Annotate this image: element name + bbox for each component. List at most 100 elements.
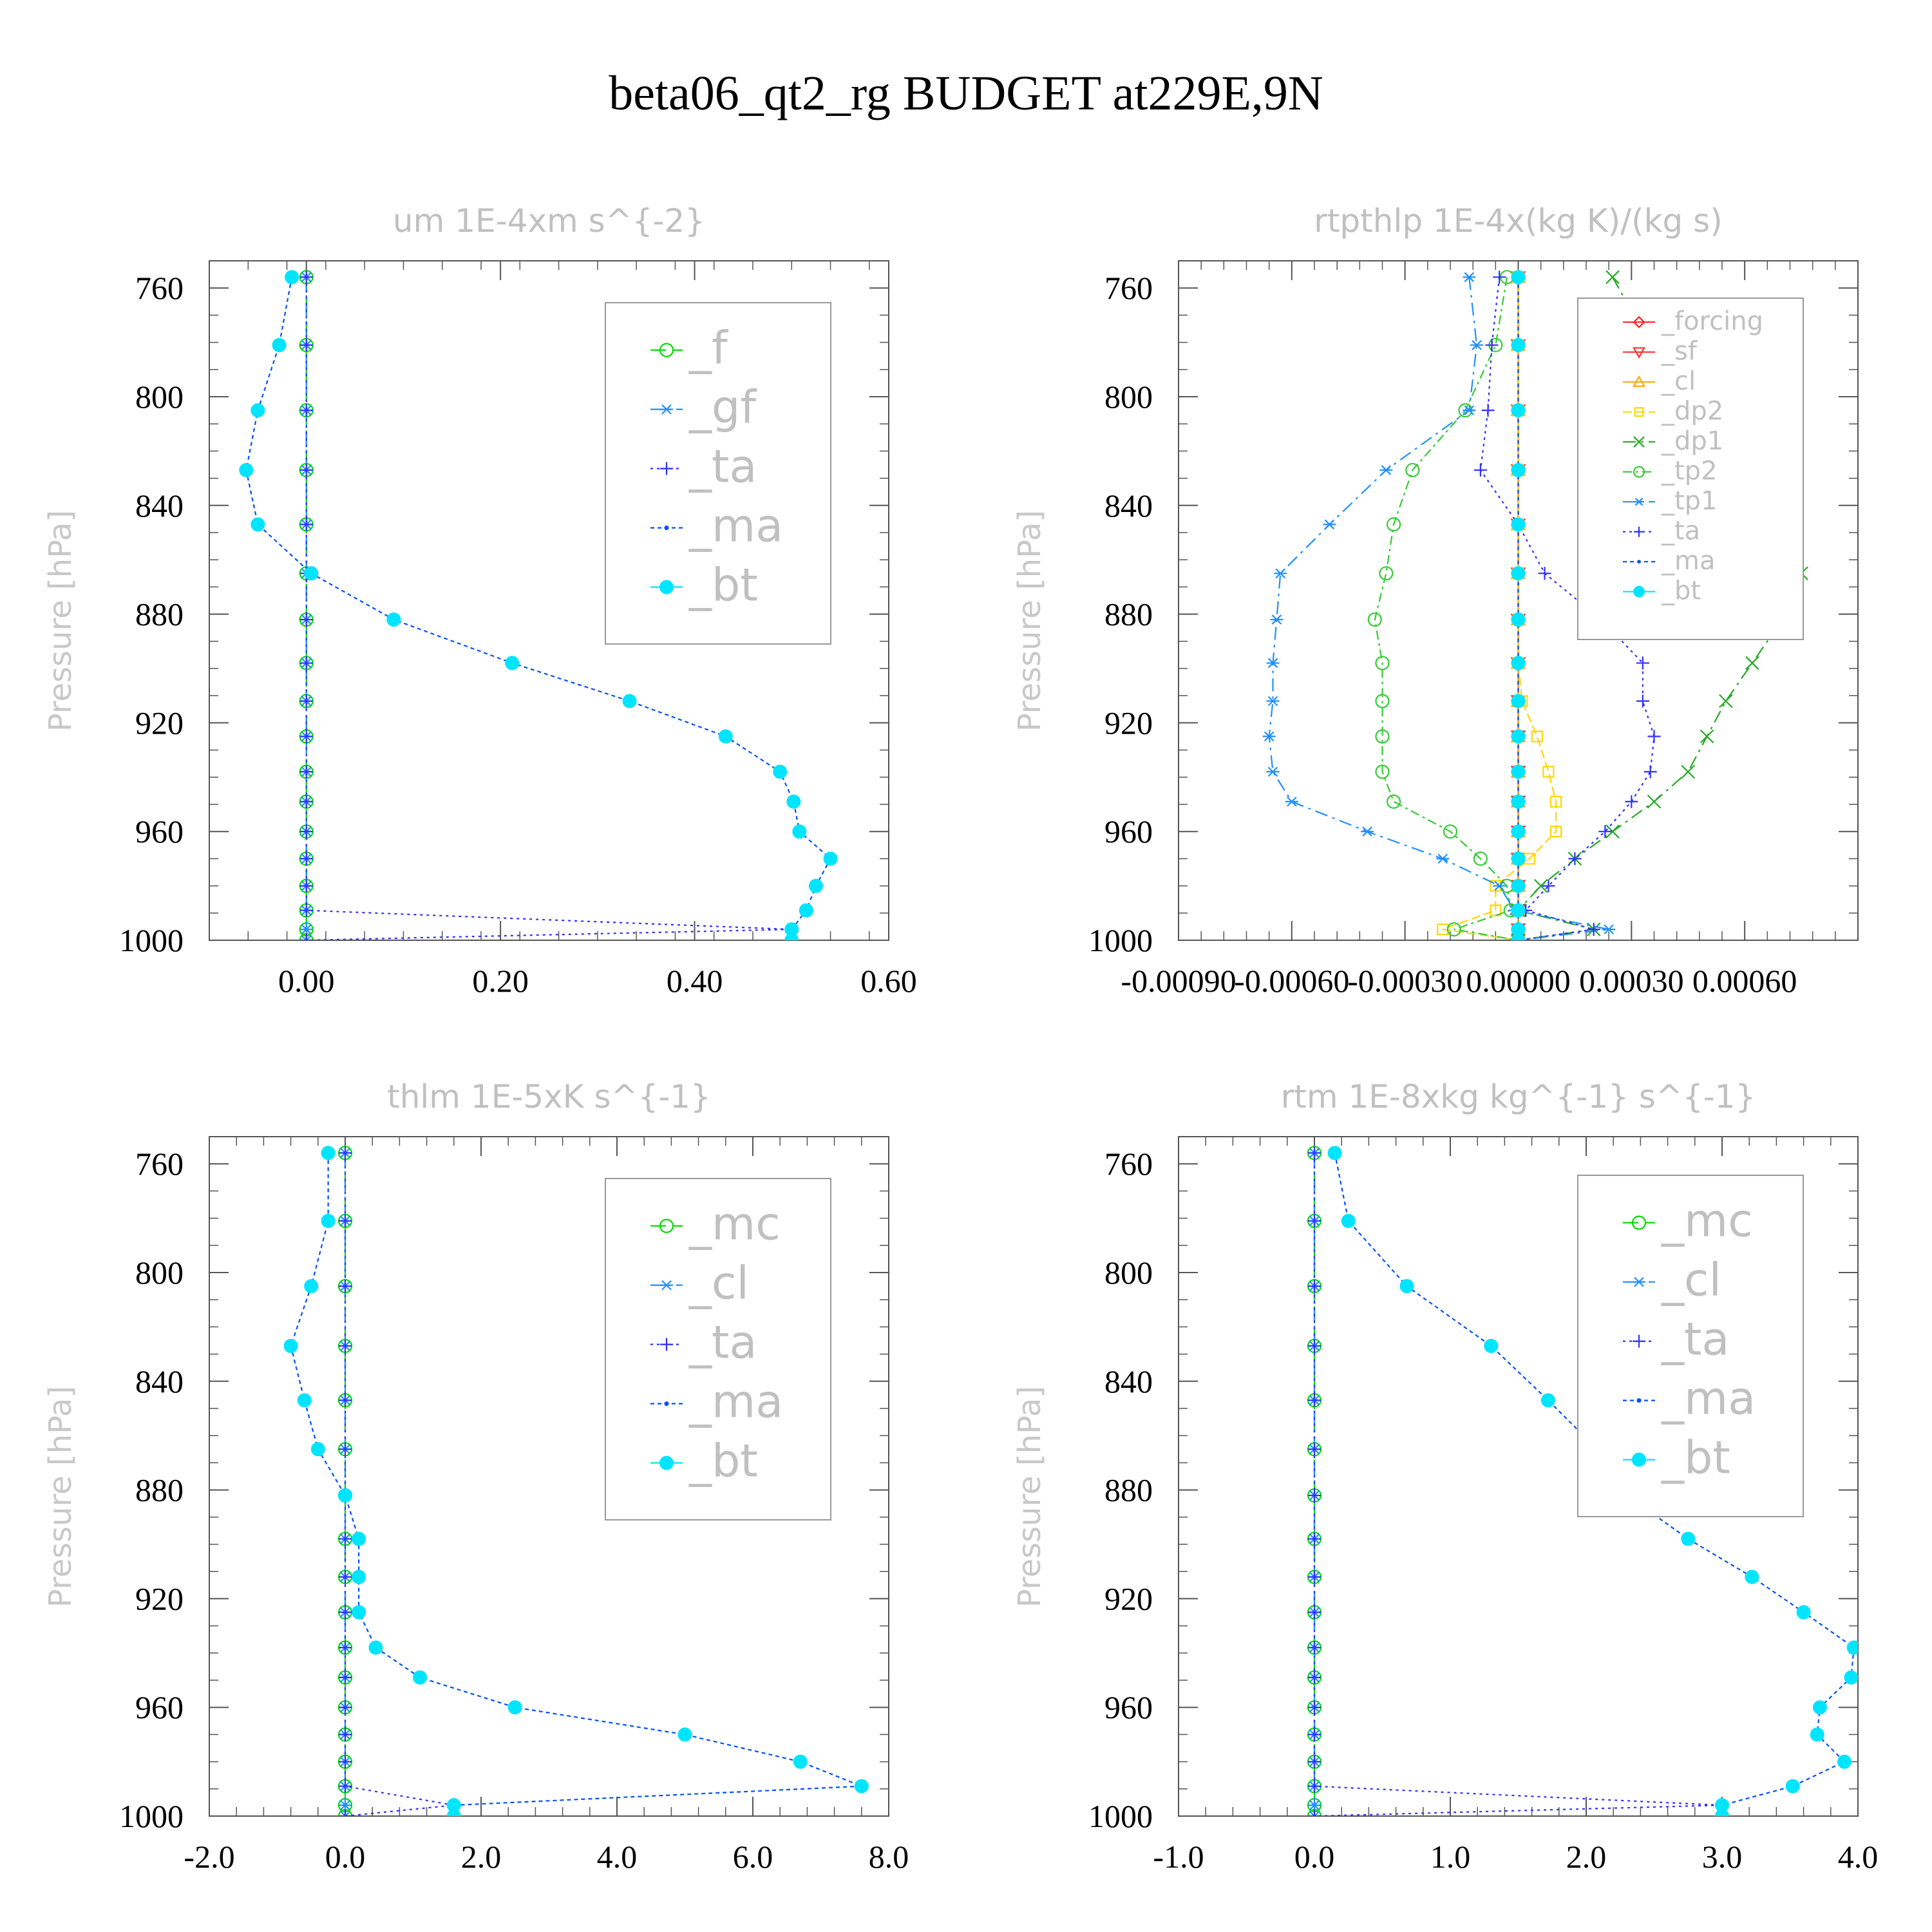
x-tick-label: 0.00060 [1692, 963, 1797, 999]
data-point [1568, 852, 1582, 866]
data-point [299, 338, 313, 352]
data-point [299, 613, 313, 627]
y-axis-label: Pressure [hPa] [1012, 510, 1048, 732]
data-point [1511, 656, 1526, 670]
data-point [1647, 795, 1662, 809]
y-axis-label: Pressure [hPa] [1012, 1386, 1048, 1607]
panels-group: um 1E-4xm s^{-2} Pressure [hPa] 760 800 840 8… [43, 202, 1878, 1875]
data-point [299, 404, 313, 417]
y-tick-label: 760 [135, 270, 184, 306]
legend-item: _f [650, 322, 728, 375]
data-point [1473, 463, 1487, 477]
data-point [299, 656, 313, 670]
data-point [1633, 1276, 1645, 1287]
y-tick-label: 800 [135, 379, 184, 415]
series-line [290, 1153, 862, 1816]
data-point [1745, 656, 1759, 670]
legend: _mc _cl _ta _ma _bt [1577, 1175, 1804, 1517]
data-point [304, 1279, 319, 1294]
y-tick-label: 920 [135, 1580, 184, 1616]
data-point [1634, 526, 1644, 537]
data-point [386, 612, 401, 627]
legend-label: _mc [688, 1198, 781, 1251]
data-point [1634, 407, 1644, 417]
data-point [1308, 1443, 1321, 1456]
data-point [339, 1532, 352, 1546]
data-point [1636, 1398, 1642, 1403]
data-point [1511, 462, 1526, 477]
data-point [784, 933, 799, 940]
data-point [664, 1401, 669, 1406]
legend-label: _bt [688, 559, 758, 612]
data-point [339, 1339, 352, 1352]
data-point [1375, 729, 1390, 744]
data-point [1341, 1213, 1356, 1228]
data-point [352, 1569, 366, 1584]
legend-item: _mc [1623, 1195, 1753, 1247]
legend-label: _tp1 [1661, 486, 1718, 516]
series-line [1334, 1153, 1855, 1816]
data-point [1681, 1531, 1696, 1546]
data-point [664, 526, 669, 531]
data-point [285, 270, 299, 285]
data-point [339, 1394, 352, 1407]
data-point [339, 1811, 352, 1816]
data-point [1308, 1728, 1321, 1741]
legend-item: _tp1 [1623, 486, 1718, 516]
data-point [660, 1280, 673, 1291]
data-point [660, 404, 673, 415]
legend-item: _ta [650, 440, 757, 493]
data-point [339, 1779, 352, 1793]
legend: _f _gf _ta _ma _bt [605, 302, 831, 645]
series-line [1442, 277, 1557, 940]
series-dp2 [1437, 271, 1562, 940]
plot-area [1262, 269, 1808, 940]
data-point [1386, 517, 1401, 532]
data-point [1308, 1701, 1321, 1714]
data-point [1810, 1727, 1824, 1742]
data-point [1511, 764, 1526, 779]
data-point [1436, 853, 1450, 864]
data-point [1587, 923, 1600, 936]
data-point [446, 1809, 461, 1816]
legend-label: _forcing [1661, 307, 1763, 336]
panel-title: rtpthlp 1E-4x(kg K)/(kg s) [1314, 202, 1722, 240]
legend-label: _ma [688, 1376, 783, 1428]
data-point [1602, 924, 1616, 934]
data-point [1473, 851, 1488, 866]
x-tick-label: 0.00030 [1579, 963, 1684, 999]
legend-item: _bt [1623, 576, 1701, 606]
legend-item: _ma [1623, 546, 1715, 576]
y-tick-label: 760 [1104, 270, 1153, 306]
data-point [299, 924, 313, 934]
y-tick-label: 960 [135, 1689, 184, 1725]
legend-item: _ta [1623, 516, 1700, 546]
x-tick-label: 6.0 [733, 1839, 773, 1875]
data-point [1636, 656, 1649, 670]
x-tick-label: 0.0 [325, 1839, 366, 1875]
data-point [677, 1727, 692, 1742]
data-point [299, 825, 313, 838]
data-point [1511, 903, 1526, 918]
data-point [1308, 1779, 1321, 1793]
legend-label: _ma [688, 500, 783, 553]
x-tick-label: 0.0 [1294, 1839, 1335, 1875]
data-point [1511, 403, 1526, 418]
data-point [1274, 568, 1287, 579]
x-tick-label: 0.20 [472, 963, 529, 999]
chart-panel-3: thlm 1E-5xK s^{-1} Pressure [hPa] 760 800 84… [43, 1078, 909, 1875]
legend-label: _ta [1661, 516, 1700, 546]
data-point [339, 1641, 352, 1654]
plot-frame [1178, 1136, 1859, 1817]
data-point [1785, 1779, 1800, 1794]
legend-label: _cl [688, 1257, 749, 1310]
panel-title: rtm 1E-8xkg kg^{-1} s^{-1} [1281, 1078, 1756, 1115]
data-point [1511, 729, 1526, 744]
plot-area [239, 270, 838, 940]
data-point [1493, 880, 1506, 891]
data-point [1379, 566, 1394, 581]
data-point [1633, 316, 1645, 328]
x-tick-label: -0.00030 [1347, 963, 1463, 999]
legend-label: _bt [688, 1435, 758, 1488]
y-tick-label: 880 [135, 1472, 184, 1508]
